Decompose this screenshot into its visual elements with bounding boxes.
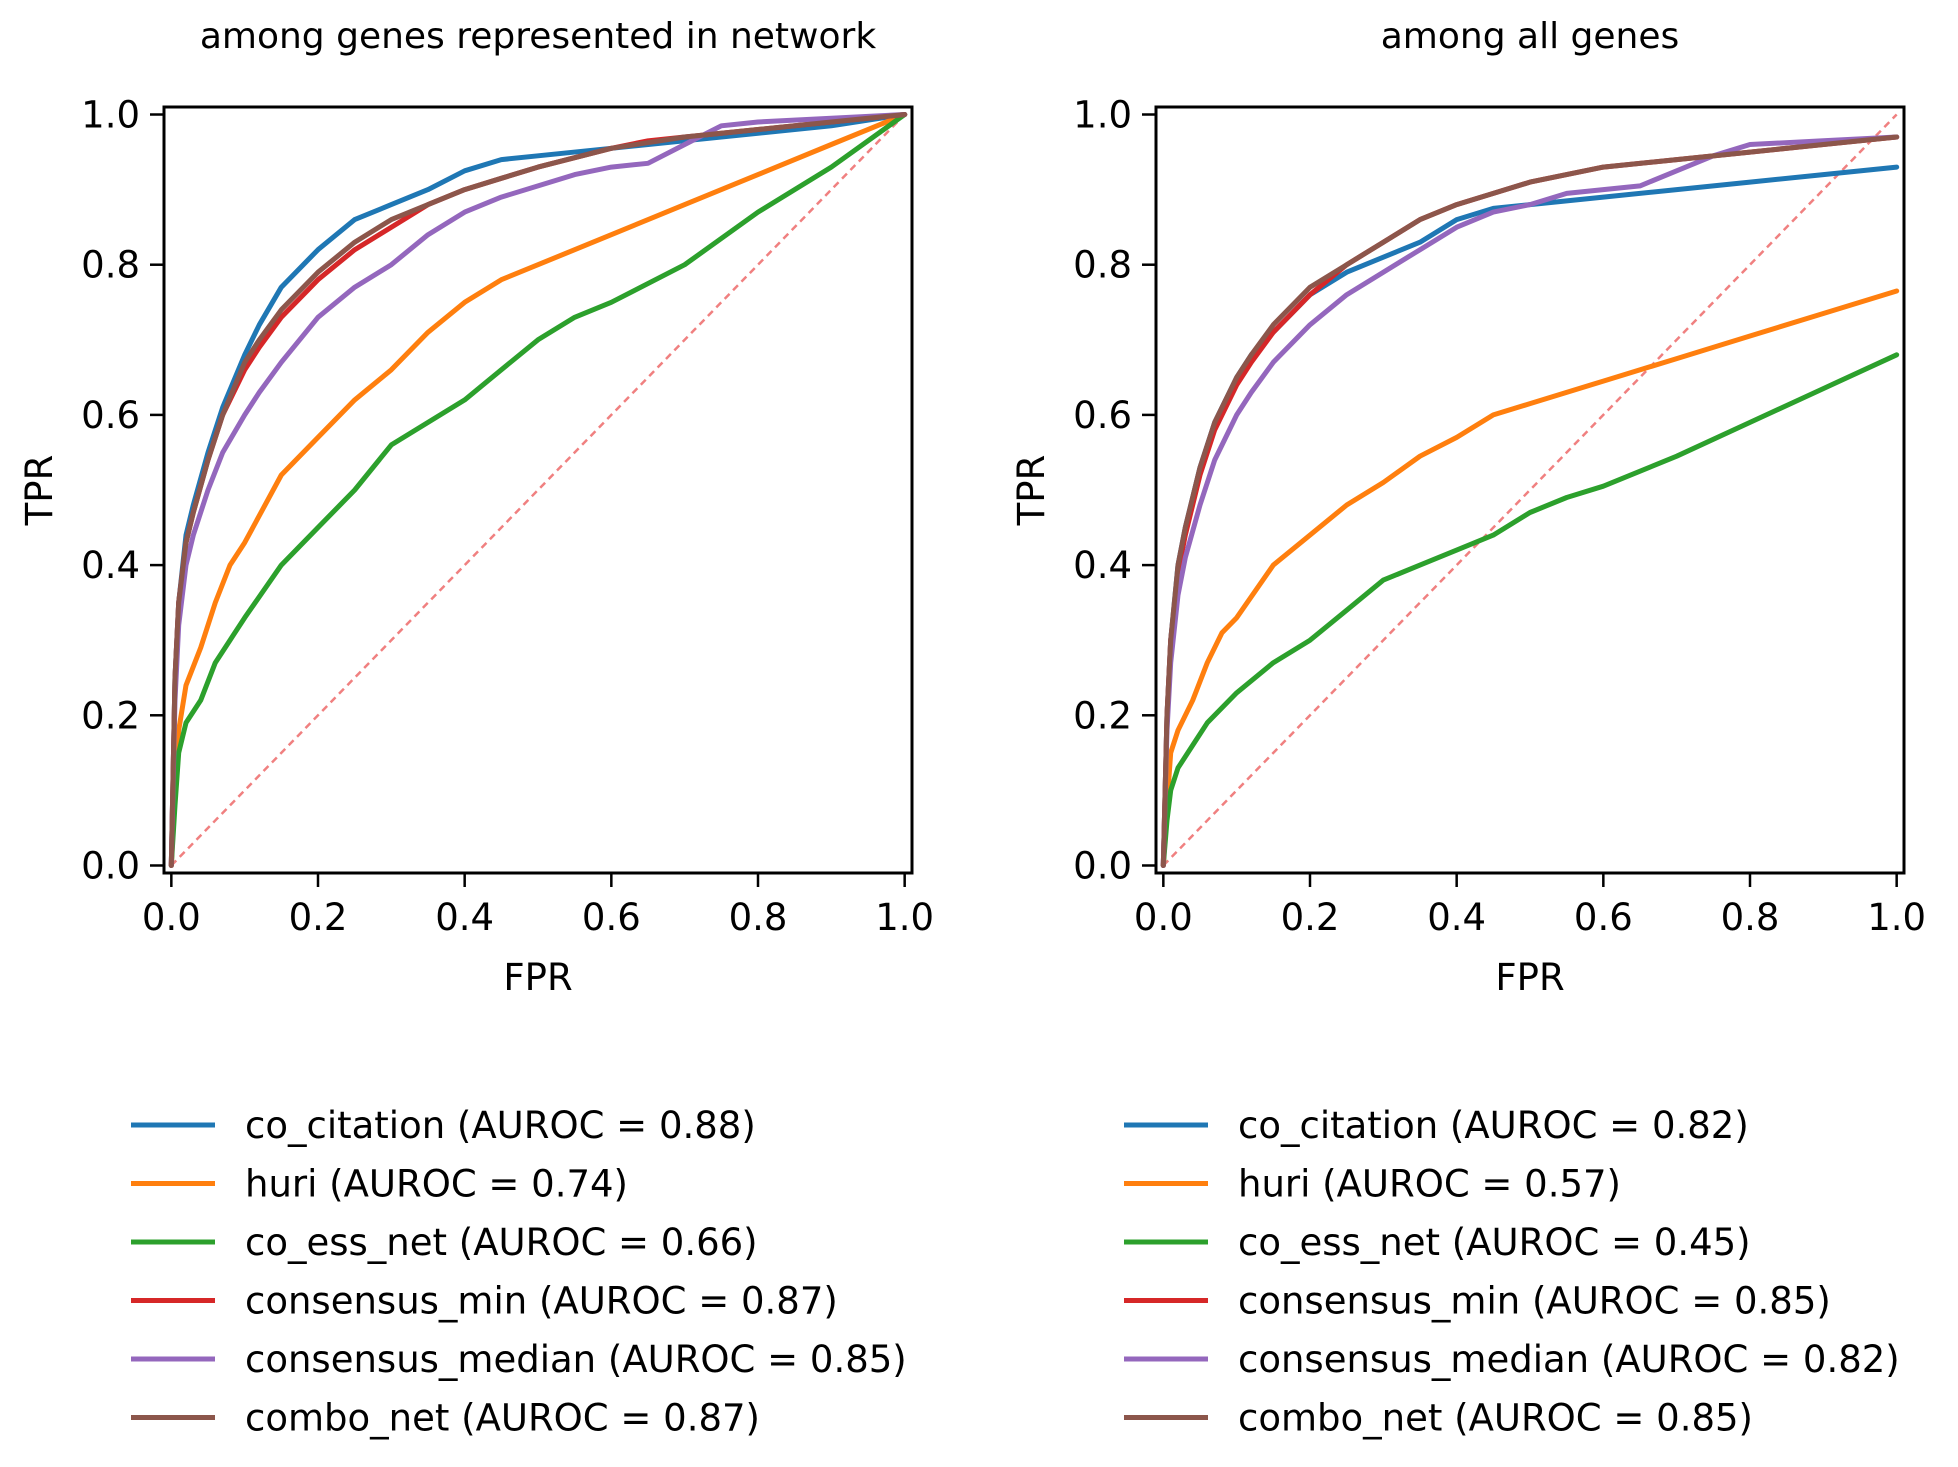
legend-item: consensus_min (AUROC = 0.87)	[131, 1280, 838, 1323]
x-tick-label: 0.4	[1427, 896, 1486, 939]
series-line-3	[1160, 352, 1900, 868]
legend-label: co_ess_net (AUROC = 0.45)	[1238, 1221, 1751, 1264]
legend: co_citation (AUROC = 0.88) huri (AUROC = …	[131, 1104, 907, 1440]
x-axis-label: FPR	[503, 956, 572, 999]
x-tick-label: 0.4	[435, 896, 494, 939]
legend: co_citation (AUROC = 0.82) huri (AUROC = …	[1124, 1104, 1900, 1440]
series-line-6	[1160, 134, 1900, 868]
legend-item: consensus_min (AUROC = 0.85)	[1124, 1280, 1831, 1323]
legend-label: consensus_min (AUROC = 0.85)	[1238, 1280, 1831, 1323]
x-tick-label: 0.0	[1134, 896, 1193, 939]
legend-label: consensus_median (AUROC = 0.82)	[1238, 1338, 1900, 1381]
chart-panel-1: among genes represented in network 0.0 0.2…	[18, 16, 934, 1440]
chart-title: among all genes	[1381, 16, 1680, 57]
y-tick-label: 0.0	[81, 844, 140, 887]
legend-item: co_citation (AUROC = 0.88)	[131, 1104, 756, 1147]
legend-label: huri (AUROC = 0.57)	[1238, 1163, 1621, 1206]
y-tick-label: 0.4	[1073, 544, 1132, 587]
y-tick-label: 1.0	[1073, 94, 1132, 137]
x-tick-label: 0.0	[142, 896, 201, 939]
axes-frame	[1154, 105, 1906, 875]
legend-item: huri (AUROC = 0.57)	[1124, 1163, 1621, 1206]
series-line-4	[1160, 134, 1900, 868]
legend-label: co_ess_net (AUROC = 0.66)	[245, 1221, 758, 1264]
y-tick-label: 0.2	[1073, 694, 1132, 737]
series-line-3	[168, 112, 908, 868]
legend-label: combo_net (AUROC = 0.87)	[245, 1397, 760, 1440]
legend-item: co_ess_net (AUROC = 0.66)	[131, 1221, 758, 1264]
reference-diagonal	[1162, 113, 1898, 867]
legend-item: combo_net (AUROC = 0.87)	[131, 1397, 760, 1440]
legend-label: co_citation (AUROC = 0.82)	[1238, 1104, 1749, 1147]
legend-item: combo_net (AUROC = 0.85)	[1124, 1397, 1753, 1440]
legend-label: combo_net (AUROC = 0.85)	[1238, 1397, 1753, 1440]
legend-item: co_citation (AUROC = 0.82)	[1124, 1104, 1749, 1147]
x-tick-label: 1.0	[875, 896, 934, 939]
y-tick-label: 0.2	[81, 694, 140, 737]
legend-item: consensus_median (AUROC = 0.82)	[1124, 1338, 1900, 1381]
reference-diagonal	[170, 113, 906, 867]
chart-title: among genes represented in network	[200, 16, 876, 57]
legend-label: consensus_min (AUROC = 0.87)	[245, 1280, 838, 1323]
y-tick-label: 0.8	[1073, 244, 1132, 287]
legend-label: co_citation (AUROC = 0.88)	[245, 1104, 756, 1147]
y-tick-label: 0.6	[1073, 394, 1132, 437]
axes-frame	[162, 105, 914, 875]
x-tick-label: 0.2	[289, 896, 348, 939]
legend-label: consensus_median (AUROC = 0.85)	[245, 1338, 907, 1381]
series-line-5	[1160, 134, 1900, 868]
y-tick-label: 0.8	[81, 244, 140, 287]
series-line-6	[168, 112, 908, 868]
y-axis-label: TPR	[1010, 455, 1053, 527]
series-line-5	[168, 112, 908, 868]
legend-label: huri (AUROC = 0.74)	[245, 1163, 628, 1206]
y-tick-label: 0.4	[81, 544, 140, 587]
legend-item: co_ess_net (AUROC = 0.45)	[1124, 1221, 1751, 1264]
chart-panel-2: among all genes 0.0 0.2 0.4 0.6 0.8 1.0 0.0 0.2 0…	[1010, 16, 1926, 1440]
y-tick-label: 0.6	[81, 394, 140, 437]
y-tick-label: 0.0	[1073, 844, 1132, 887]
x-tick-label: 0.2	[1281, 896, 1340, 939]
series-line-1	[1160, 164, 1900, 868]
series-line-2	[1160, 288, 1900, 868]
x-axis-label: FPR	[1495, 956, 1564, 999]
x-tick-label: 1.0	[1867, 896, 1926, 939]
series-line-2	[168, 112, 908, 868]
legend-item: huri (AUROC = 0.74)	[131, 1163, 628, 1206]
y-tick-label: 1.0	[81, 94, 140, 137]
x-tick-label: 0.6	[1574, 896, 1633, 939]
x-tick-label: 0.6	[582, 896, 641, 939]
x-tick-label: 0.8	[729, 896, 788, 939]
legend-item: consensus_median (AUROC = 0.85)	[131, 1338, 907, 1381]
y-axis-label: TPR	[18, 455, 61, 527]
x-tick-label: 0.8	[1721, 896, 1780, 939]
